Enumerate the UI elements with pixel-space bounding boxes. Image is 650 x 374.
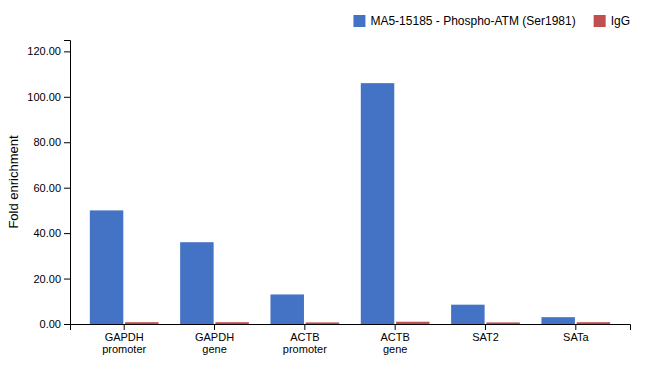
- bar-series: [125, 322, 610, 324]
- y-tick-mark: [64, 188, 70, 189]
- x-tick: SATa: [563, 324, 589, 343]
- bars: [90, 83, 610, 324]
- x-tick-label: GAPDHpromoter: [102, 331, 146, 356]
- plot: 0.00 20.00 40.00 60.00 80.00 100.00 120.00 GAPD…: [27, 41, 630, 356]
- y-tick-mark: [64, 51, 70, 52]
- y-tick: 120.00: [27, 45, 70, 57]
- y-tick-label: 0.00: [40, 318, 61, 330]
- y-tick: 60.00: [33, 182, 70, 194]
- x-tick-mark: [485, 324, 486, 330]
- y-tick-mark: [64, 279, 70, 280]
- bar: [361, 83, 394, 324]
- y-tick-mark: [64, 142, 70, 143]
- x-tick-label-line: gene: [202, 343, 226, 355]
- x-tick-mark: [395, 324, 396, 330]
- y-tick-mark: [64, 233, 70, 234]
- legend-label: MA5-15185 - Phospho-ATM (Ser1981): [370, 14, 575, 28]
- legend-swatch: [594, 15, 606, 27]
- x-tick-label-line: ACTB: [290, 331, 319, 343]
- bar: [577, 322, 610, 324]
- x-axis-line: [71, 325, 631, 331]
- y-tick: 40.00: [33, 227, 70, 239]
- bar: [396, 322, 429, 324]
- x-tick-label-line: promoter: [283, 343, 327, 355]
- x-tick-label-line: SATa: [563, 331, 589, 343]
- y-tick-mark: [64, 324, 70, 325]
- x-tick-mark: [304, 324, 305, 330]
- x-tick-label: SATa: [563, 331, 589, 343]
- x-tick-label: SAT2: [472, 331, 499, 343]
- y-axis-line: [64, 41, 71, 325]
- bar-series: [90, 83, 575, 324]
- y-tick: 0.00: [40, 318, 70, 330]
- legend-swatch: [353, 15, 365, 27]
- bar: [486, 322, 519, 324]
- y-tick-label: 80.00: [33, 136, 61, 148]
- bar: [306, 322, 339, 324]
- y-tick-label: 120.00: [27, 45, 61, 57]
- y-tick-label: 20.00: [33, 273, 61, 285]
- x-tick-label-line: GAPDH: [195, 331, 234, 343]
- y-tick: 80.00: [33, 136, 70, 148]
- y-axis: 0.00 20.00 40.00 60.00 80.00 100.00 120.00: [27, 41, 70, 331]
- y-axis-title: Fold enrichment: [6, 135, 21, 229]
- bar: [451, 305, 484, 324]
- bar: [270, 294, 303, 324]
- bar: [215, 322, 248, 324]
- y-tick-label: 100.00: [27, 91, 61, 103]
- bar: [90, 210, 123, 324]
- x-tick-mark: [214, 324, 215, 330]
- chart: 0.00 20.00 40.00 60.00 80.00 100.00 120.00 GAPD…: [0, 0, 650, 374]
- x-tick-mark: [575, 324, 576, 330]
- x-tick-label: ACTBgene: [380, 331, 409, 356]
- legend-label: IgG: [611, 14, 630, 28]
- y-tick-label: 40.00: [33, 227, 61, 239]
- bar: [541, 317, 574, 324]
- x-tick-label-line: gene: [383, 343, 407, 355]
- x-tick-label: ACTBpromoter: [283, 331, 327, 356]
- x-tick-label-line: GAPDH: [105, 331, 144, 343]
- bar: [180, 242, 213, 324]
- x-tick-mark: [124, 324, 125, 330]
- x-axis: GAPDHpromoterGAPDHgeneACTBpromoterACTBge…: [71, 324, 631, 355]
- legend: MA5-15185 - Phospho-ATM (Ser1981) IgG: [353, 14, 630, 28]
- x-tick-label: GAPDHgene: [195, 331, 234, 356]
- bar: [125, 322, 158, 324]
- x-tick-label-line: SAT2: [472, 331, 499, 343]
- x-tick-label-line: ACTB: [380, 331, 409, 343]
- y-tick-mark: [64, 97, 70, 98]
- x-tick: ACTBpromoter: [283, 324, 327, 355]
- x-tick: SAT2: [472, 324, 499, 343]
- x-tick-label-line: promoter: [102, 343, 146, 355]
- legend-item: MA5-15185 - Phospho-ATM (Ser1981): [353, 14, 575, 28]
- y-tick-label: 60.00: [33, 182, 61, 194]
- x-tick: GAPDHgene: [195, 324, 234, 355]
- x-tick: ACTBgene: [380, 324, 409, 355]
- y-tick: 20.00: [33, 273, 70, 285]
- x-tick: GAPDHpromoter: [102, 324, 146, 355]
- y-tick: 100.00: [27, 91, 70, 103]
- legend-item: IgG: [594, 14, 630, 28]
